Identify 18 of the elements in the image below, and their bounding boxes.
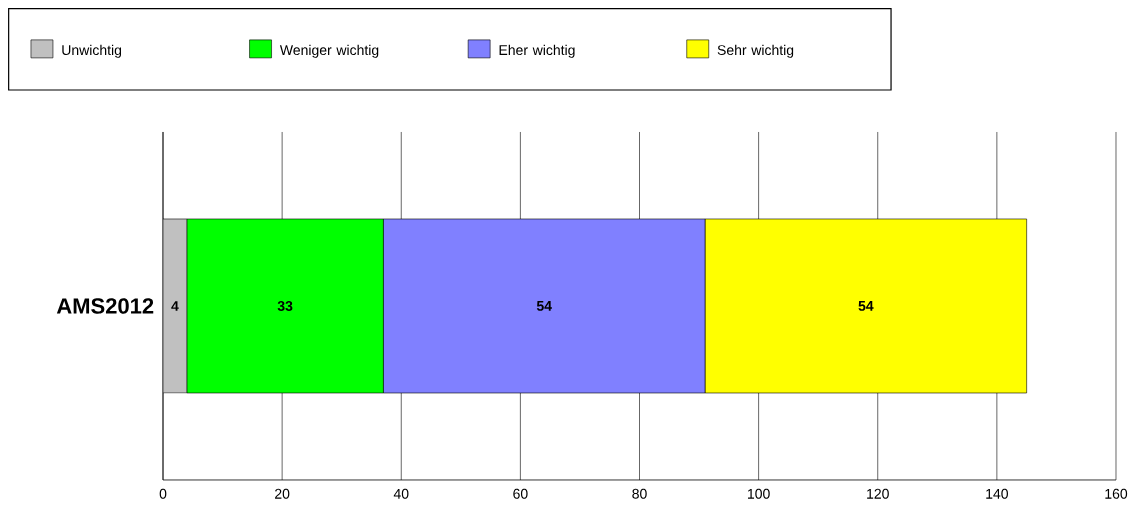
legend-label: Sehr wichtig [717, 44, 794, 58]
x-tick-label: 20 [275, 488, 290, 499]
x-tick-label: 120 [867, 488, 889, 499]
data-label: 54 [536, 301, 552, 311]
data-label: 33 [277, 301, 293, 311]
x-tick-label: 140 [986, 488, 1008, 499]
x-tick-label: 40 [393, 488, 409, 499]
x-tick-label: 0 [159, 488, 167, 499]
data-label: 4 [171, 301, 179, 311]
x-tick-label: 60 [513, 488, 528, 499]
legend-label: Eher wichtig [499, 44, 575, 58]
legend-label: Weniger wichtig [279, 44, 379, 58]
x-tick-label: 100 [748, 488, 770, 499]
data-label: 54 [858, 301, 874, 311]
y-tick-label: AMS2012 [56, 298, 154, 314]
x-tick-label: 160 [1105, 488, 1128, 499]
x-tick-label: 80 [632, 488, 647, 499]
legend-label: Unwichtig [62, 44, 122, 58]
